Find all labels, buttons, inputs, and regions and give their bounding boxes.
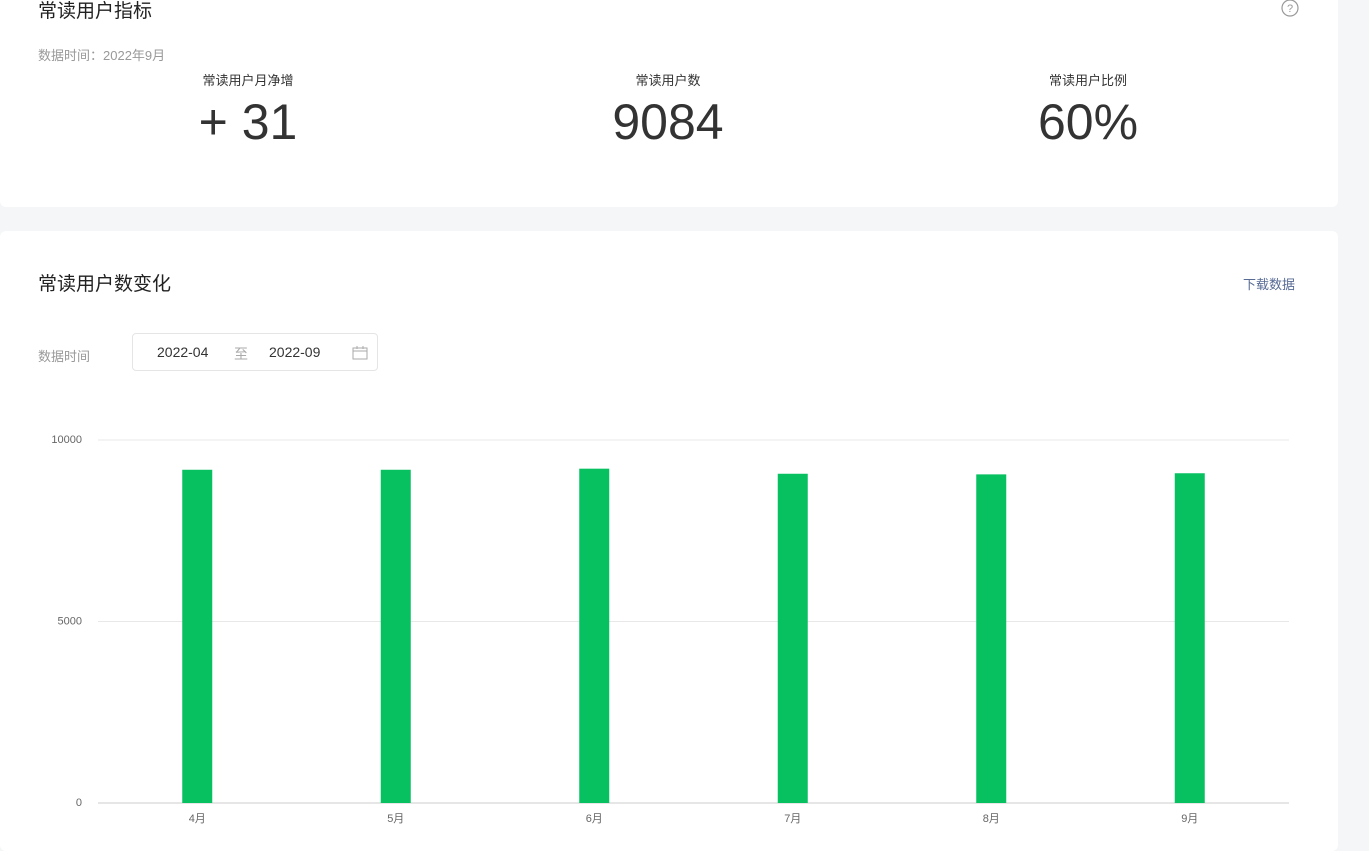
metric: 常读用户月净增 + 31 bbox=[98, 70, 398, 151]
bar bbox=[182, 469, 213, 803]
bar bbox=[579, 468, 610, 803]
calendar-icon bbox=[352, 346, 368, 360]
metric: 常读用户比例 60% bbox=[938, 70, 1238, 151]
bar bbox=[1174, 473, 1205, 803]
y-tick-label: 0 bbox=[76, 797, 82, 809]
trend-card: 常读用户数变化 下载数据 数据时间 2022-04 至 2022-09 bbox=[0, 231, 1338, 851]
date-label: 数据时间：2022年9月 bbox=[38, 48, 166, 63]
metric-label: 常读用户数 bbox=[635, 73, 701, 88]
start-date: 2022-04 bbox=[157, 344, 209, 360]
bar bbox=[777, 473, 808, 803]
range-separator: 至 bbox=[234, 346, 248, 362]
x-tick-label: 5月 bbox=[387, 813, 404, 825]
metric-label: 常读用户比例 bbox=[1048, 73, 1127, 88]
metric: 常读用户数 9084 bbox=[518, 70, 818, 151]
help-icon[interactable]: ? bbox=[1280, 0, 1300, 18]
bar bbox=[380, 469, 411, 803]
date-range-picker[interactable]: 2022-04 至 2022-09 bbox=[132, 333, 378, 371]
x-tick-label: 9月 bbox=[1181, 813, 1198, 825]
y-tick-label: 10000 bbox=[51, 434, 82, 446]
summary-title: 常读用户指标 bbox=[38, 1, 153, 22]
metric-value: 9084 bbox=[612, 94, 724, 150]
metric-value: 60% bbox=[1037, 94, 1139, 150]
chart: 0 5000 10000 4月 5月 6月 7月 8月 9月 bbox=[51, 434, 1289, 825]
x-tick-label: 4月 bbox=[189, 813, 206, 825]
filter-label: 数据时间 bbox=[38, 349, 91, 364]
trend-title: 常读用户数变化 bbox=[38, 274, 172, 295]
x-tick-label: 7月 bbox=[784, 813, 801, 825]
svg-text:?: ? bbox=[1287, 3, 1293, 15]
y-tick-label: 5000 bbox=[58, 615, 82, 627]
x-tick-label: 8月 bbox=[983, 813, 1000, 825]
end-date: 2022-09 bbox=[269, 344, 321, 360]
x-tick-label: 6月 bbox=[586, 813, 603, 825]
summary-card: 常读用户指标 ? 数据时间：2022年9月 常读用户月净增 + 31 常读用户数 9… bbox=[0, 0, 1338, 207]
metric-label: 常读用户月净增 bbox=[202, 73, 294, 88]
metric-value: + 31 bbox=[198, 94, 298, 150]
download-link[interactable]: 下载数据 bbox=[1243, 277, 1296, 292]
bar bbox=[976, 474, 1007, 803]
